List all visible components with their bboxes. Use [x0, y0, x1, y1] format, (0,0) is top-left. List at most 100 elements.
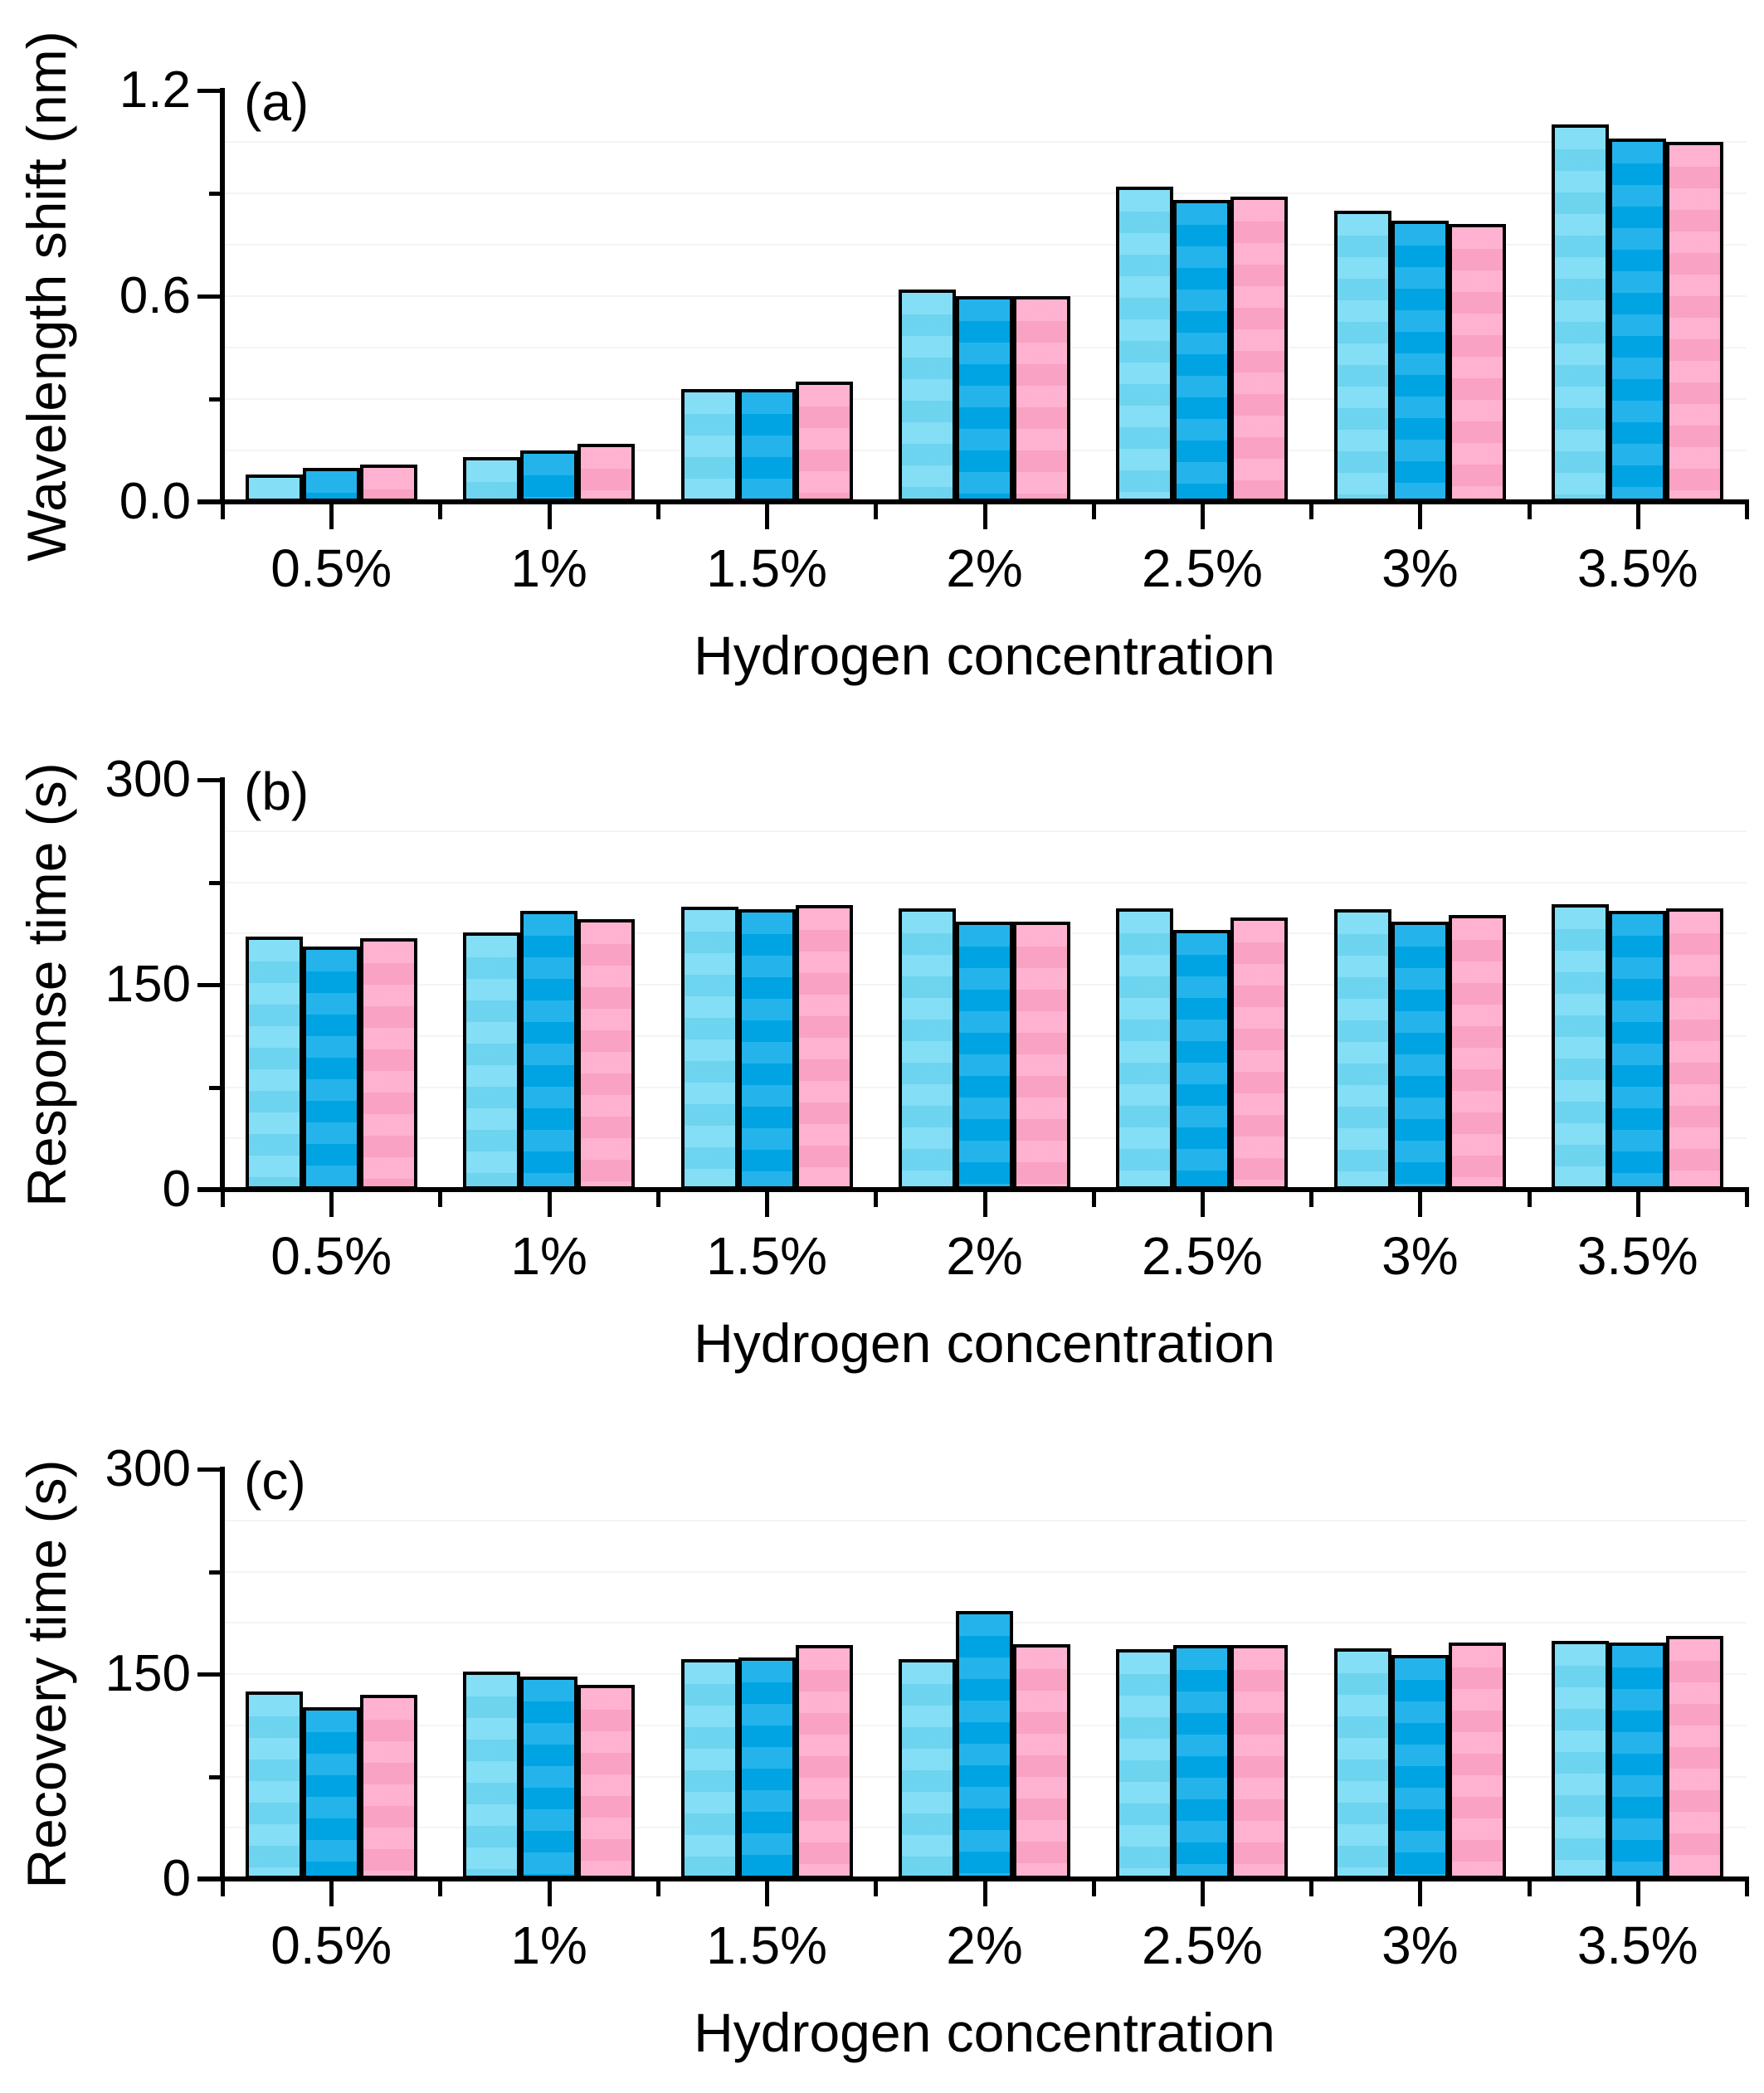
bar-1%-series1	[463, 1672, 520, 1879]
bar-3.5%-series3	[1666, 908, 1723, 1190]
bar-2%-series2	[956, 1611, 1013, 1879]
bar-1.5%-series1	[681, 1659, 738, 1879]
bar-0.5%-series2	[303, 947, 360, 1190]
bar-0.5%-series1	[246, 937, 303, 1190]
x-minor-tick	[874, 504, 879, 519]
y-axis-line	[220, 777, 225, 1192]
y-tick-label: 150	[105, 956, 191, 1013]
grid-line	[222, 881, 1747, 883]
y-tick-label: 0	[162, 1850, 191, 1907]
y-tick-label: 0	[162, 1161, 191, 1218]
y-major-tick	[197, 294, 222, 299]
bar-0.5%-series3	[360, 465, 417, 502]
x-major-tick	[329, 504, 334, 529]
x-tick-label: 2.5%	[1141, 1915, 1263, 1975]
bar-1%-series3	[577, 1685, 635, 1879]
bar-1%-series1	[463, 932, 520, 1190]
x-tick-label: 3%	[1381, 538, 1459, 598]
x-minor-tick	[655, 504, 660, 519]
x-tick-label: 1.5%	[706, 1226, 827, 1286]
grid-line	[222, 244, 1747, 246]
bar-0.5%-series1	[246, 475, 303, 502]
x-major-tick	[1635, 504, 1640, 529]
x-minor-tick	[1091, 1881, 1096, 1896]
x-minor-tick	[438, 504, 443, 519]
x-tick-label: 2.5%	[1141, 538, 1263, 598]
x-major-tick	[547, 1192, 552, 1217]
bar-2%-series1	[899, 908, 956, 1190]
x-axis-line	[197, 1876, 1749, 1881]
y-axis-title: Recovery time (s)	[16, 1459, 77, 1889]
x-major-tick	[1200, 1881, 1205, 1906]
bar-2%-series1	[899, 1659, 956, 1879]
x-tick-label: 1.5%	[706, 538, 827, 598]
x-tick-label: 1.5%	[706, 1915, 827, 1975]
bar-3%-series1	[1334, 909, 1391, 1190]
x-minor-tick	[1745, 504, 1749, 519]
bar-2.5%-series3	[1230, 197, 1288, 502]
y-tick-label: 300	[105, 751, 191, 808]
x-minor-tick	[221, 504, 225, 519]
x-tick-label: 2%	[946, 538, 1023, 598]
x-axis-title: Hydrogen concentration	[694, 1312, 1275, 1374]
x-tick-label: 1%	[510, 1226, 587, 1286]
bar-2.5%-series1	[1116, 908, 1173, 1190]
x-minor-tick	[1091, 1192, 1096, 1207]
x-major-tick	[547, 504, 552, 529]
bar-3%-series2	[1391, 922, 1449, 1190]
bar-3%-series1	[1334, 1648, 1391, 1879]
x-minor-tick	[655, 1881, 660, 1896]
bar-3.5%-series3	[1666, 142, 1723, 502]
bar-0.5%-series3	[360, 1695, 417, 1879]
y-major-tick	[197, 778, 222, 782]
bar-2%-series3	[1013, 922, 1070, 1190]
bar-2.5%-series1	[1116, 1649, 1173, 1879]
bar-1.5%-series3	[796, 382, 853, 502]
bar-3.5%-series1	[1552, 1641, 1609, 1879]
x-major-tick	[1418, 1881, 1423, 1906]
x-major-tick	[1635, 1881, 1640, 1906]
y-axis-line	[220, 1467, 225, 1881]
bar-0.5%-series3	[360, 938, 417, 1190]
bar-2.5%-series3	[1230, 918, 1288, 1190]
y-minor-tick	[209, 192, 222, 196]
x-minor-tick	[1309, 1881, 1314, 1896]
y-major-tick	[197, 500, 222, 504]
x-major-tick	[1200, 504, 1205, 529]
bar-3.5%-series1	[1552, 124, 1609, 502]
x-tick-label: 2%	[946, 1915, 1023, 1975]
x-major-tick	[329, 1881, 334, 1906]
bar-2.5%-series1	[1116, 187, 1173, 502]
x-tick-label: 3.5%	[1576, 1226, 1698, 1286]
bar-2%-series3	[1013, 1644, 1070, 1879]
x-minor-tick	[1527, 504, 1532, 519]
y-major-tick	[197, 1672, 222, 1677]
bar-1.5%-series3	[796, 1645, 853, 1879]
bar-2%-series2	[956, 296, 1013, 502]
x-tick-label: 0.5%	[270, 538, 392, 598]
y-major-tick	[197, 1188, 222, 1192]
x-tick-label: 3%	[1381, 1226, 1459, 1286]
x-major-tick	[982, 1881, 987, 1906]
bar-2%-series1	[899, 290, 956, 502]
x-major-tick	[765, 1192, 770, 1217]
x-tick-label: 3%	[1381, 1915, 1459, 1975]
bar-3.5%-series2	[1609, 911, 1666, 1190]
grid-line	[222, 1570, 1747, 1573]
grid-line	[222, 1519, 1747, 1521]
bar-3.5%-series3	[1666, 1636, 1723, 1879]
x-major-tick	[1418, 1192, 1423, 1217]
grid-line	[222, 830, 1747, 832]
x-tick-label: 0.5%	[270, 1915, 392, 1975]
bar-3%-series2	[1391, 1655, 1449, 1879]
x-major-tick	[982, 1192, 987, 1217]
bar-3.5%-series2	[1609, 1643, 1666, 1879]
x-tick-label: 0.5%	[270, 1226, 392, 1286]
bar-2%-series3	[1013, 296, 1070, 502]
x-minor-tick	[438, 1881, 443, 1896]
x-tick-label: 1%	[510, 1915, 587, 1975]
bar-2.5%-series2	[1173, 1645, 1230, 1879]
bar-1%-series1	[463, 457, 520, 502]
